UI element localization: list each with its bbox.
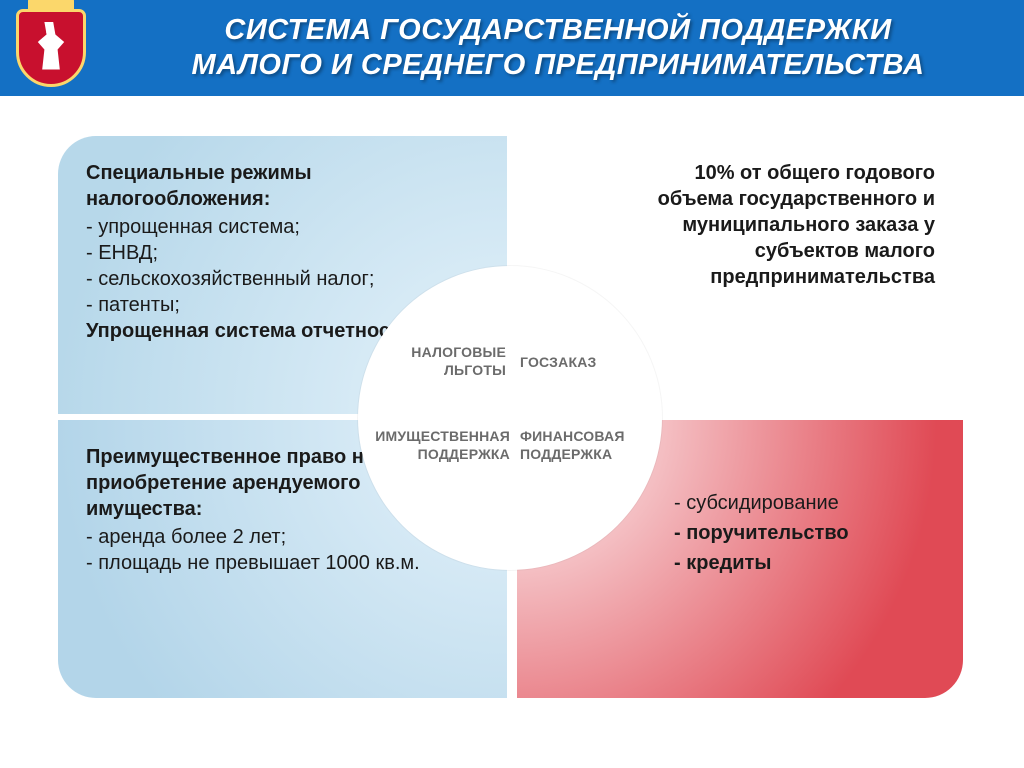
slide-title-line1: СИСТЕМА ГОСУДАРСТВЕННОЙ ПОДДЕРЖКИ xyxy=(104,13,1012,48)
list-item: упрощенная система; xyxy=(86,214,479,240)
quadrant-tl-lead: Специальные режимы налогообложения: xyxy=(86,160,479,212)
region-emblem xyxy=(12,5,90,91)
list-item: площадь не превышает 1000 кв.м. xyxy=(86,550,479,576)
header-bar: СИСТЕМА ГОСУДАРСТВЕННОЙ ПОДДЕРЖКИ МАЛОГО… xyxy=(0,0,1024,96)
emblem-figure-icon xyxy=(29,22,73,72)
list-item: - субсидирование xyxy=(674,490,935,516)
list-item: ЕНВД; xyxy=(86,240,479,266)
slide-title-line2: МАЛОГО И СРЕДНЕГО ПРЕДПРИНИМАТЕЛЬСТВА xyxy=(104,48,1012,83)
list-item: сельскохозяйственный налог; xyxy=(86,266,479,292)
quadrant-tr-text: 10% от общего годового объема государств… xyxy=(658,162,935,288)
quadrant-tl-tail-bold: Упрощенная система отчетности xyxy=(86,320,412,342)
center-circle xyxy=(358,266,662,570)
slide-title: СИСТЕМА ГОСУДАРСТВЕННОЙ ПОДДЕРЖКИ МАЛОГО… xyxy=(104,13,1012,83)
list-item: - поручительство xyxy=(674,520,935,546)
list-item: - кредиты xyxy=(674,550,935,576)
slide-body: Специальные режимы налогообложения: упро… xyxy=(0,96,1024,768)
emblem-shield-icon xyxy=(16,9,86,87)
